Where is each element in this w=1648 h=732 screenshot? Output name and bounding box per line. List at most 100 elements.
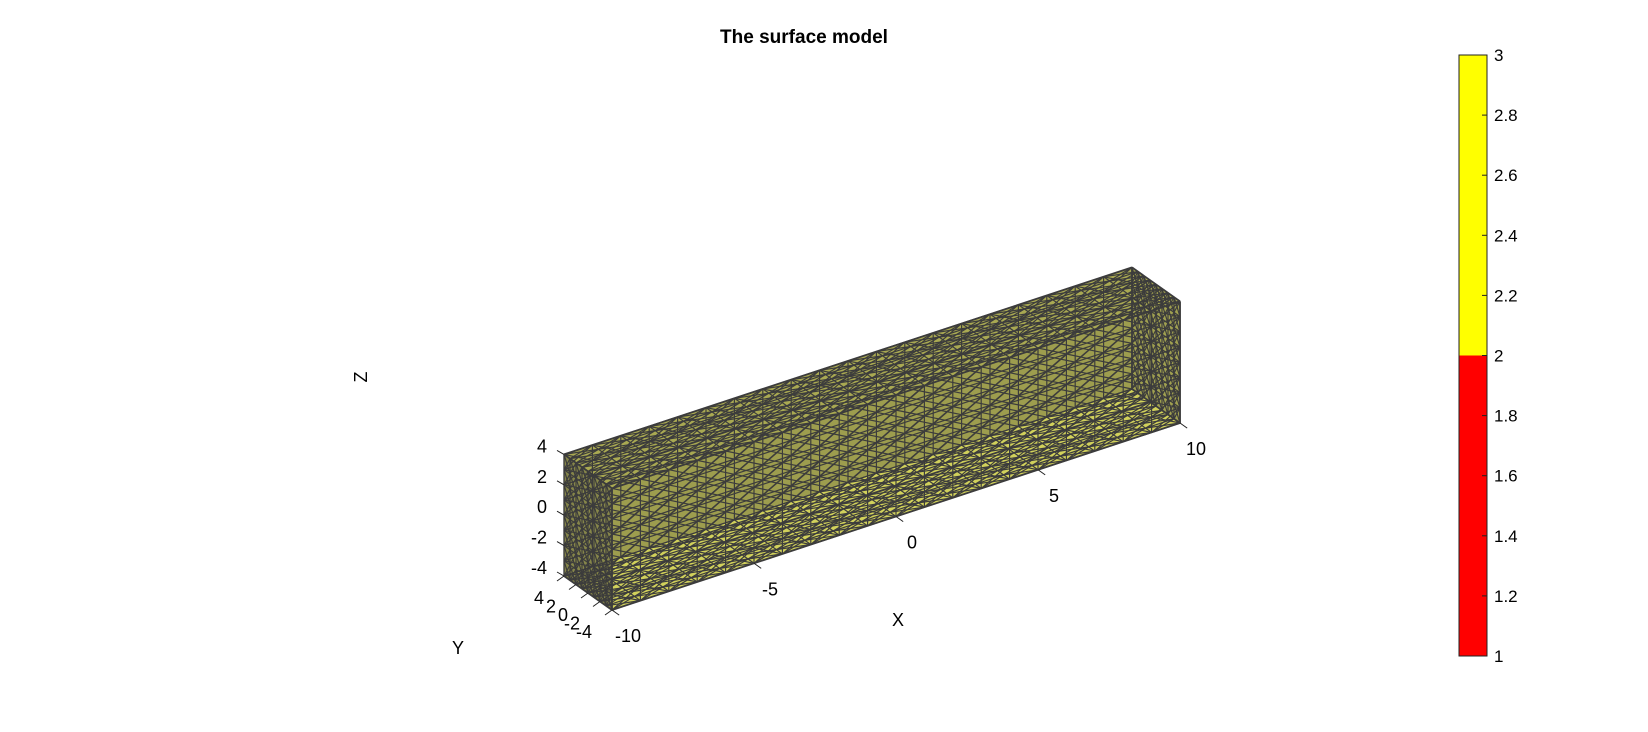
mesh-edge	[1037, 423, 1067, 431]
mesh-edge	[833, 403, 868, 410]
colorbar-tick-label: 3	[1494, 46, 1503, 65]
mesh-edge	[1151, 386, 1181, 394]
mesh-edge	[979, 330, 1015, 337]
x-tick-label: 10	[1186, 439, 1206, 459]
mesh-edge	[782, 446, 811, 454]
mesh-edge	[810, 483, 840, 491]
mesh-edge	[969, 352, 1004, 359]
mesh-edge	[1009, 402, 1039, 410]
mesh-edge	[782, 431, 811, 439]
mesh-edge	[753, 532, 783, 540]
mesh-edge	[782, 538, 811, 546]
mesh-edge	[952, 451, 982, 459]
mesh-edge	[1167, 342, 1175, 354]
mesh-edge	[1145, 300, 1181, 308]
mesh-edge	[981, 366, 1010, 374]
mesh-edge	[1048, 320, 1083, 327]
mesh-edge	[924, 415, 953, 423]
mesh-edge	[839, 413, 868, 421]
y-tick	[580, 592, 589, 599]
mesh-edge	[1167, 312, 1175, 324]
mesh-edge	[827, 399, 862, 406]
mesh-edge	[871, 372, 907, 379]
mesh-edge	[605, 478, 641, 485]
mesh-edge	[1037, 438, 1067, 446]
mesh-edge	[668, 545, 698, 553]
mesh-edge	[753, 456, 783, 464]
mesh-edge	[810, 437, 840, 445]
mesh-edge	[705, 401, 741, 409]
box-edge	[563, 266, 1133, 456]
mesh-edge	[677, 411, 713, 418]
mesh-edge	[689, 419, 725, 427]
mesh-edge	[620, 430, 656, 437]
mesh-edge	[719, 441, 755, 448]
mesh-edge	[780, 396, 816, 403]
mesh-edge	[1042, 316, 1077, 323]
mesh-edge	[632, 560, 668, 567]
mesh-edge	[569, 477, 577, 490]
mesh-edge	[711, 406, 747, 413]
mesh-edge	[662, 459, 698, 466]
mesh-edge	[611, 503, 641, 510]
mesh-edge	[916, 466, 952, 473]
mesh-edge	[644, 447, 680, 454]
mesh-edge	[611, 533, 641, 541]
mesh-edge	[1076, 311, 1112, 318]
mesh-edge	[616, 456, 651, 463]
mesh-edge	[717, 410, 753, 417]
mesh-edge	[673, 559, 708, 566]
mesh-edge	[815, 512, 850, 519]
mesh-edge	[725, 526, 755, 534]
mesh-edge	[569, 452, 605, 460]
mesh-edge	[581, 471, 589, 483]
x-tick	[611, 609, 620, 616]
mesh-edge	[1060, 328, 1095, 336]
mesh-edge	[831, 494, 867, 501]
mesh-edge	[581, 501, 589, 514]
mesh-edge	[803, 504, 838, 511]
mesh-edge	[592, 505, 621, 513]
mesh-edge	[1070, 306, 1106, 314]
mesh-edge	[952, 482, 982, 489]
mesh-edge	[1066, 429, 1095, 437]
mesh-edge	[1013, 325, 1049, 332]
mesh-edge	[957, 344, 992, 351]
mesh-edge	[1036, 311, 1071, 319]
mesh-edge	[581, 547, 589, 559]
y-tick-label: 2	[546, 597, 556, 617]
mesh-edge	[792, 404, 828, 411]
mesh-edge	[1094, 374, 1124, 382]
mesh-edge	[895, 394, 925, 402]
mesh-edge	[1087, 410, 1122, 417]
z-tick	[556, 571, 565, 577]
mesh-edge	[611, 579, 641, 586]
mesh-edge	[1094, 389, 1124, 397]
mesh-edge	[691, 450, 726, 457]
mesh-edge	[782, 462, 811, 470]
mesh-edge	[695, 424, 731, 431]
mesh-edge	[981, 411, 1010, 419]
mesh-edge	[640, 508, 669, 516]
mesh-edge	[569, 462, 577, 475]
mesh-edge	[661, 550, 696, 558]
mesh-edge	[1127, 288, 1163, 295]
mesh-edge	[1030, 307, 1065, 314]
box-edge	[563, 453, 613, 490]
mesh-edge	[1037, 347, 1067, 355]
mesh-edge	[683, 415, 719, 422]
colorbar-tick-label: 2.8	[1494, 106, 1518, 125]
mesh-edge	[679, 441, 714, 449]
mesh-edge	[697, 535, 726, 543]
mesh-edge	[729, 540, 765, 547]
mesh-edge	[889, 384, 925, 392]
mesh-edge	[1123, 410, 1152, 418]
mesh-edge	[1009, 448, 1039, 456]
mesh-edge	[649, 420, 684, 427]
mesh-edge	[1127, 409, 1163, 416]
mesh-edge	[640, 569, 669, 577]
mesh-edge	[1151, 371, 1181, 378]
mesh-edge	[1037, 393, 1067, 401]
mesh-edge	[1155, 364, 1163, 376]
